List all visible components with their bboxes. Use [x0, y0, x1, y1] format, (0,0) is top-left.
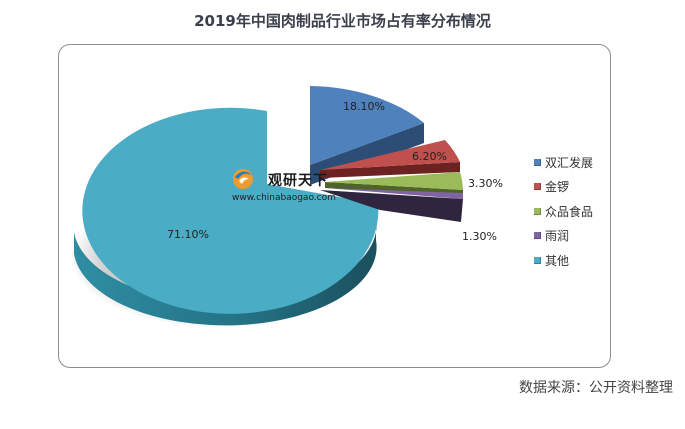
data-source: 数据来源：公开资料整理 [519, 380, 673, 396]
legend-item-shuanghui: 双汇发展 [534, 150, 593, 175]
legend-item-jinluo: 金锣 [534, 175, 593, 200]
legend-swatch [534, 158, 541, 166]
legend-swatch [534, 232, 541, 240]
chart-title: 2019年中国肉制品行业市场占有率分布情况 [194, 12, 491, 30]
legend-item-yurun: 雨润 [534, 224, 593, 249]
watermark-brand: 观研天下 [268, 173, 328, 189]
legend-swatch [534, 183, 541, 191]
label-zhongpin: 3.30% [468, 177, 503, 190]
slice-yurun [325, 188, 463, 199]
label-other: 71.10% [167, 228, 209, 241]
label-jinluo: 6.20% [412, 150, 447, 163]
legend-swatch [534, 256, 541, 264]
slice-other [82, 107, 379, 314]
legend: 双汇发展 金锣 众品食品 雨润 其他 [534, 150, 593, 273]
label-yurun: 1.30% [462, 230, 497, 243]
label-shuanghui: 18.10% [343, 100, 385, 113]
slice-zhongpin [325, 172, 463, 190]
watermark-logo-icon [233, 169, 253, 189]
legend-item-zhongpin: 众品食品 [534, 199, 593, 224]
legend-item-other: 其他 [534, 248, 593, 273]
slice-shuanghui [310, 86, 424, 165]
slice-jinluo [320, 140, 460, 170]
watermark-url: www.chinabaogao.com [232, 193, 336, 203]
legend-swatch [534, 207, 541, 215]
